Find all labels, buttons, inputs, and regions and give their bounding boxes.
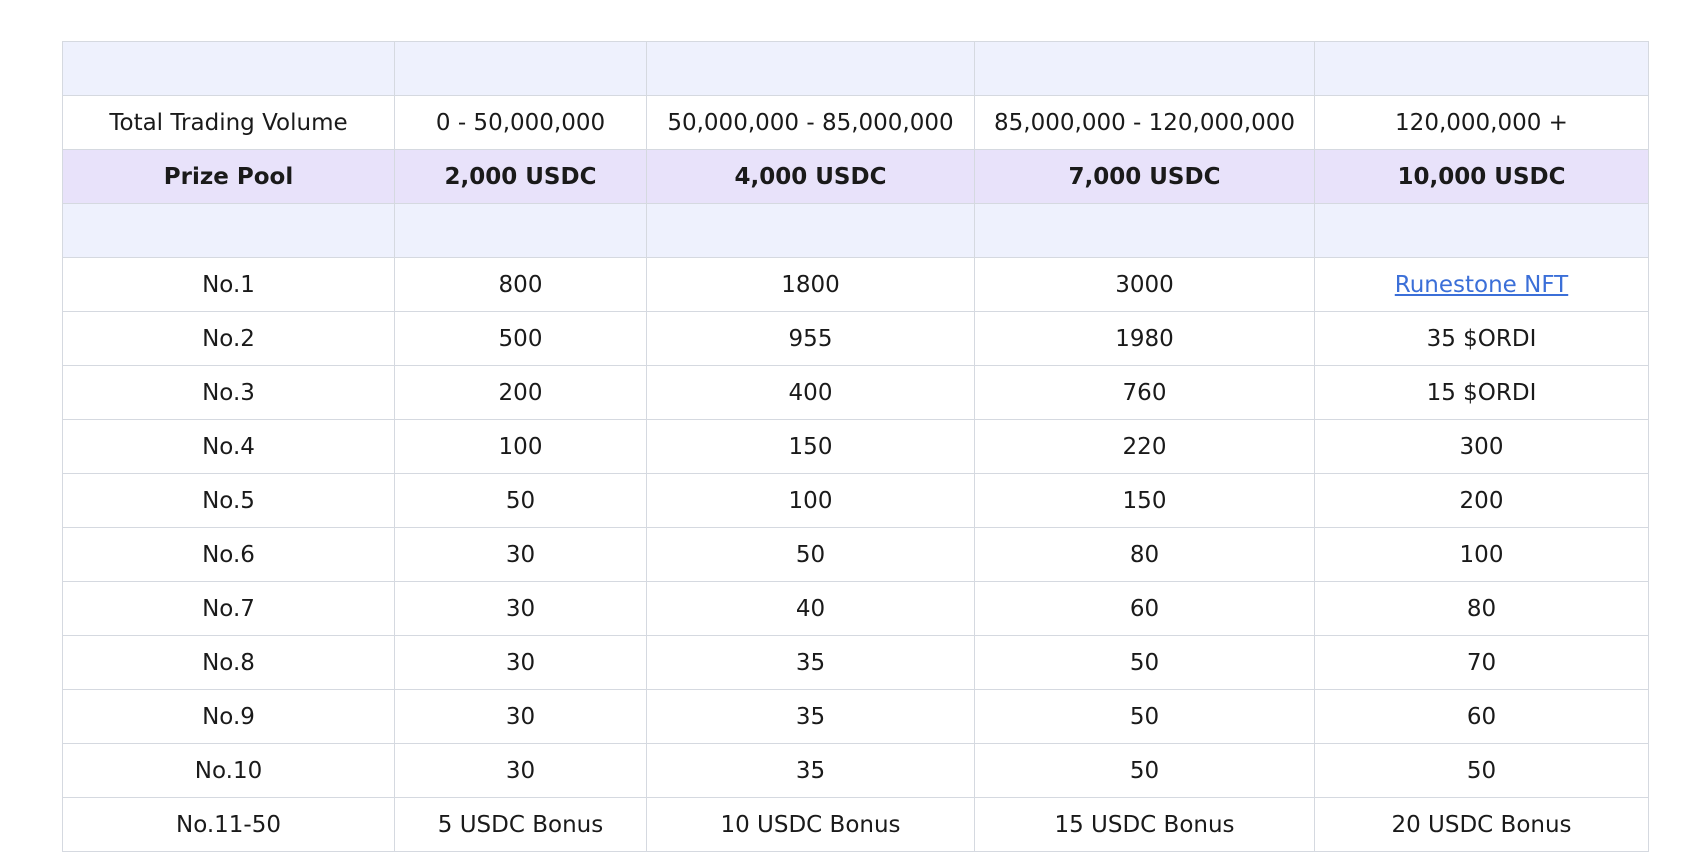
rank-reward-tier-1: 30: [394, 689, 647, 744]
rank-reward-tier-3: 80: [974, 527, 1315, 582]
spacer-cell: [394, 203, 647, 258]
rank-label: No.8: [62, 635, 395, 690]
prize-pool-tier-1: 2,000 USDC: [394, 149, 647, 204]
rank-reward-tier-4: 50: [1314, 743, 1649, 798]
rank-label: No.10: [62, 743, 395, 798]
rank-row: No.8 30 35 50 70: [62, 635, 1649, 690]
rank-reward-tier-4: 20 USDC Bonus: [1314, 797, 1649, 852]
rank-reward-tier-3: 220: [974, 419, 1315, 474]
rank-row: No.10 30 35 50 50: [62, 743, 1649, 798]
rank-reward-tier-2: 35: [646, 635, 975, 690]
rank-reward-tier-4: 200: [1314, 473, 1649, 528]
volume-tier-1: 0 - 50,000,000: [394, 95, 647, 150]
rank-reward-tier-4: 60: [1314, 689, 1649, 744]
rank-reward-tier-1: 50: [394, 473, 647, 528]
prize-pool-label: Prize Pool: [62, 149, 395, 204]
runestone-nft-link[interactable]: Runestone NFT: [1394, 271, 1569, 298]
rank-row: No.2 500 955 1980 35 $ORDI: [62, 311, 1649, 366]
rank-reward-tier-4: 35 $ORDI: [1314, 311, 1649, 366]
rank-reward-tier-2: 40: [646, 581, 975, 636]
spacer-cell: [646, 41, 975, 96]
volume-tier-4: 120,000,000 +: [1314, 95, 1649, 150]
rank-reward-tier-2: 955: [646, 311, 975, 366]
rank-reward-tier-2: 400: [646, 365, 975, 420]
rank-label: No.4: [62, 419, 395, 474]
rank-reward-tier-2: 100: [646, 473, 975, 528]
rank-reward-tier-3: 60: [974, 581, 1315, 636]
rank-row: No.4 100 150 220 300: [62, 419, 1649, 474]
spacer-cell: [62, 203, 395, 258]
rank-reward-tier-4: 80: [1314, 581, 1649, 636]
rank-reward-tier-2: 150: [646, 419, 975, 474]
rank-reward-tier-1: 200: [394, 365, 647, 420]
prize-table: Total Trading Volume 0 - 50,000,000 50,0…: [62, 41, 1649, 852]
rank-reward-tier-1: 800: [394, 257, 647, 312]
prize-pool-tier-2: 4,000 USDC: [646, 149, 975, 204]
rank-reward-tier-1: 100: [394, 419, 647, 474]
rank-reward-tier-3: 150: [974, 473, 1315, 528]
spacer-cell: [974, 203, 1315, 258]
rank-label: No.3: [62, 365, 395, 420]
rank-label: No.5: [62, 473, 395, 528]
rank-label: No.2: [62, 311, 395, 366]
rank-label: No.9: [62, 689, 395, 744]
rank-reward-tier-1: 30: [394, 581, 647, 636]
rank-reward-tier-1: 5 USDC Bonus: [394, 797, 647, 852]
rank-reward-tier-2: 35: [646, 689, 975, 744]
rank-reward-tier-3: 50: [974, 743, 1315, 798]
rank-reward-tier-1: 30: [394, 743, 647, 798]
rank-reward-tier-3: 3000: [974, 257, 1315, 312]
rank-reward-tier-1: 30: [394, 635, 647, 690]
spacer-cell: [646, 203, 975, 258]
spacer-cell: [62, 41, 395, 96]
prize-pool-tier-3: 7,000 USDC: [974, 149, 1315, 204]
rank-row: No.1 800 1800 3000 Runestone NFT: [62, 257, 1649, 312]
rank-reward-tier-3: 50: [974, 635, 1315, 690]
rank-reward-tier-3: 50: [974, 689, 1315, 744]
rank-row: No.3 200 400 760 15 $ORDI: [62, 365, 1649, 420]
trading-volume-row: Total Trading Volume 0 - 50,000,000 50,0…: [62, 95, 1649, 150]
rank-reward-tier-4: 70: [1314, 635, 1649, 690]
rank-reward-tier-2: 35: [646, 743, 975, 798]
spacer-cell: [1314, 203, 1649, 258]
rank-reward-tier-3: 15 USDC Bonus: [974, 797, 1315, 852]
spacer-cell: [394, 41, 647, 96]
rank-row: No.6 30 50 80 100: [62, 527, 1649, 582]
prize-pool-row: Prize Pool 2,000 USDC 4,000 USDC 7,000 U…: [62, 149, 1649, 204]
section-spacer-row: [62, 203, 1649, 258]
header-spacer-row: [62, 41, 1649, 96]
rank-reward-tier-3: 760: [974, 365, 1315, 420]
rank-label: No.1: [62, 257, 395, 312]
rank-reward-tier-1: 500: [394, 311, 647, 366]
rank-reward-tier-4: 100: [1314, 527, 1649, 582]
prize-pool-tier-4: 10,000 USDC: [1314, 149, 1649, 204]
rank-label: No.7: [62, 581, 395, 636]
rank-reward-tier-4-cell: Runestone NFT: [1314, 257, 1649, 312]
volume-tier-2: 50,000,000 - 85,000,000: [646, 95, 975, 150]
rank-reward-tier-1: 30: [394, 527, 647, 582]
rank-reward-tier-4: 300: [1314, 419, 1649, 474]
rank-label: No.6: [62, 527, 395, 582]
rank-label: No.11-50: [62, 797, 395, 852]
trading-volume-label: Total Trading Volume: [62, 95, 395, 150]
rank-reward-tier-2: 50: [646, 527, 975, 582]
rank-reward-tier-2: 1800: [646, 257, 975, 312]
rank-row: No.5 50 100 150 200: [62, 473, 1649, 528]
rank-row: No.7 30 40 60 80: [62, 581, 1649, 636]
rank-row: No.9 30 35 50 60: [62, 689, 1649, 744]
rank-row: No.11-50 5 USDC Bonus 10 USDC Bonus 15 U…: [62, 797, 1649, 852]
rank-reward-tier-4: 15 $ORDI: [1314, 365, 1649, 420]
rank-reward-tier-3: 1980: [974, 311, 1315, 366]
spacer-cell: [974, 41, 1315, 96]
volume-tier-3: 85,000,000 - 120,000,000: [974, 95, 1315, 150]
spacer-cell: [1314, 41, 1649, 96]
rank-reward-tier-2: 10 USDC Bonus: [646, 797, 975, 852]
prize-table-container: Total Trading Volume 0 - 50,000,000 50,0…: [62, 41, 1649, 852]
